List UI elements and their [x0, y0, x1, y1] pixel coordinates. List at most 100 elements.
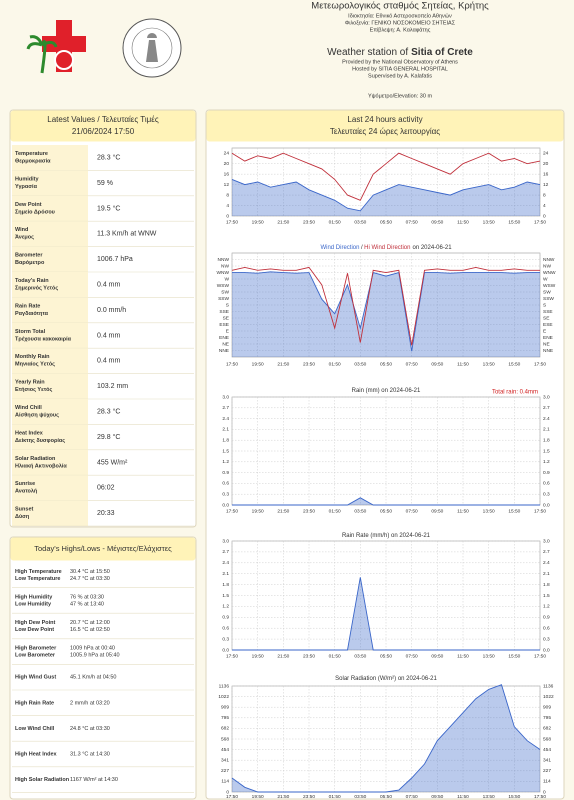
- x-tick-label: 17:50: [534, 794, 546, 800]
- header-title: Weather station of Sitia of Crete: [327, 47, 473, 58]
- highs-label: Low Dew Point: [15, 627, 54, 633]
- x-tick-label: 17:50: [534, 361, 546, 367]
- y-tick-label-right: 568: [543, 736, 551, 742]
- chart-title: Solar Radiation (W/m²) on 2024-06-21: [335, 676, 437, 682]
- row-value: 06:02: [97, 485, 115, 492]
- y-tick-label-right: 20: [543, 161, 549, 167]
- x-tick-label: 11:50: [457, 361, 469, 367]
- series-area: [232, 271, 540, 357]
- y-tick-label: SW: [221, 289, 229, 295]
- x-tick-label: 21:50: [277, 508, 289, 514]
- y-tick-label-right: SSW: [543, 296, 554, 302]
- y-tick-label-right: 24: [543, 150, 549, 156]
- y-tick-label: NNE: [219, 348, 229, 354]
- y-tick-label: E: [226, 328, 229, 334]
- highs-title: Today's Highs/Lows - Μέγιστες/Ελάχιστες: [34, 544, 172, 553]
- x-tick-label: 09:50: [431, 794, 443, 800]
- y-tick-label: 2.7: [222, 405, 229, 411]
- y-tick-label: S: [226, 302, 229, 308]
- y-tick-label-right: 1.5: [543, 448, 550, 454]
- y-tick-label-right: WNW: [543, 270, 556, 276]
- latest-header: [10, 110, 196, 142]
- y-tick-label-right: 2.4: [543, 560, 550, 566]
- highs-value: 1167 W/m² at 14:30: [70, 777, 118, 783]
- x-tick-label: 13:50: [483, 508, 495, 514]
- row-label-greek: Ραγδαιότητα: [15, 311, 49, 317]
- highs-label: Low Wind Chill: [15, 726, 55, 732]
- latest-date: 21/06/2024 17:50: [72, 127, 135, 136]
- y-tick-label-right: 1.2: [543, 604, 550, 610]
- y-tick-label: 2.1: [222, 571, 229, 577]
- header-line: Επίβλεψη: Α. Καλαφάτης: [370, 26, 431, 33]
- x-tick-label: 05:50: [380, 508, 392, 514]
- row-label-cell: [12, 272, 88, 298]
- row-value: 0.4 mm: [97, 332, 121, 339]
- title-text: Solar Radiation (W/m²) on 2024-06-21: [335, 676, 437, 682]
- row-label-greek: Βαρόμετρο: [15, 260, 45, 266]
- x-tick-label: 05:50: [380, 361, 392, 367]
- row-label-cell: [12, 475, 88, 501]
- series-line: [232, 497, 540, 506]
- highs-label: High Wind Gust: [15, 675, 56, 681]
- row-value: 59 %: [97, 180, 113, 187]
- x-tick-label: 17:50: [226, 508, 238, 514]
- y-tick-label-right: 0.3: [543, 636, 550, 642]
- x-tick-label: 23:50: [303, 794, 315, 800]
- y-tick-label-right: 1.5: [543, 593, 550, 599]
- row-label: Yearly Rain: [15, 380, 45, 386]
- title-prefix: Weather station of: [327, 47, 408, 58]
- row-label-cell: [12, 373, 88, 399]
- y-tick-label: 0.0: [222, 502, 229, 508]
- y-tick-label-right: 2.7: [543, 549, 550, 555]
- x-tick-label: 03:50: [354, 794, 366, 800]
- x-tick-label: 01:50: [329, 508, 341, 514]
- x-tick-label: 17:50: [226, 219, 238, 225]
- row-label-cell: [12, 170, 88, 196]
- row-label-greek: Δύση: [15, 514, 30, 520]
- x-tick-label: 21:50: [277, 219, 289, 225]
- row-value: 20:33: [97, 510, 115, 517]
- y-tick-label-right: 2.4: [543, 416, 550, 422]
- y-tick-label-right: 2.1: [543, 427, 550, 433]
- header-line: Ιδιοκτησία: Εθνικό Αστεροσκοπείο Αθηνών: [348, 12, 452, 19]
- title-text: on 2024-06-21: [413, 245, 453, 251]
- row-label-cell: [12, 399, 88, 425]
- logo-ring: [54, 50, 74, 70]
- highs-panel: [9, 536, 197, 800]
- highs-label: Low Temperature: [15, 576, 60, 582]
- row-label: Heat Index: [15, 430, 44, 436]
- y-tick-label: 2.4: [222, 416, 229, 422]
- x-tick-label: 11:50: [457, 508, 469, 514]
- x-tick-label: 15:50: [508, 653, 520, 659]
- elevation: Υψόμετρο/Elevation: 30 m: [368, 92, 432, 99]
- header-line: Hosted by SITIA GENERAL HOSPITAL: [352, 66, 448, 72]
- highs-label: High Heat Index: [15, 751, 58, 757]
- title-text: Rain (mm) on 2024-06-21: [352, 388, 421, 394]
- x-tick-label: 05:50: [380, 794, 392, 800]
- y-tick-label-right: 0: [543, 789, 546, 795]
- x-tick-label: 17:50: [534, 508, 546, 514]
- row-label-greek: Τρέχουσα κακοκαιρία: [15, 336, 72, 342]
- y-tick-label: 0.6: [222, 625, 229, 631]
- y-tick-label-right: 0: [543, 213, 546, 219]
- row-label-greek: Μηνιαίος Υετός: [15, 362, 55, 368]
- chart: 0.0 0.0 0.3 0.3 0.6 0.6 0.9 0.9 1.2 1.2 1.5 1.5 1.8 1…: [222, 533, 550, 660]
- y-tick-label: SE: [223, 315, 229, 321]
- title-text: Rain Rate (mm/h) on 2024-06-21: [342, 533, 431, 539]
- x-tick-label: 19:50: [252, 653, 264, 659]
- x-tick-label: 17:50: [226, 794, 238, 800]
- highs-value: 24.7 °C at 03:30: [70, 576, 110, 582]
- x-tick-label: 01:50: [329, 794, 341, 800]
- y-tick-label-right: 0.9: [543, 615, 550, 621]
- row-label-cell: [12, 424, 88, 450]
- row-value: 0.0 mm/h: [97, 307, 126, 314]
- y-tick-label-right: 341: [543, 757, 551, 763]
- highs-label: High Temperature: [15, 569, 62, 575]
- row-label-greek: Αίσθηση ψύχους: [15, 412, 59, 418]
- y-tick-label: NW: [221, 263, 229, 269]
- x-tick-label: 19:50: [252, 794, 264, 800]
- highs-label: High Humidity: [15, 594, 53, 600]
- y-tick-label-right: 0.6: [543, 625, 550, 631]
- y-tick-label: 227: [221, 768, 229, 774]
